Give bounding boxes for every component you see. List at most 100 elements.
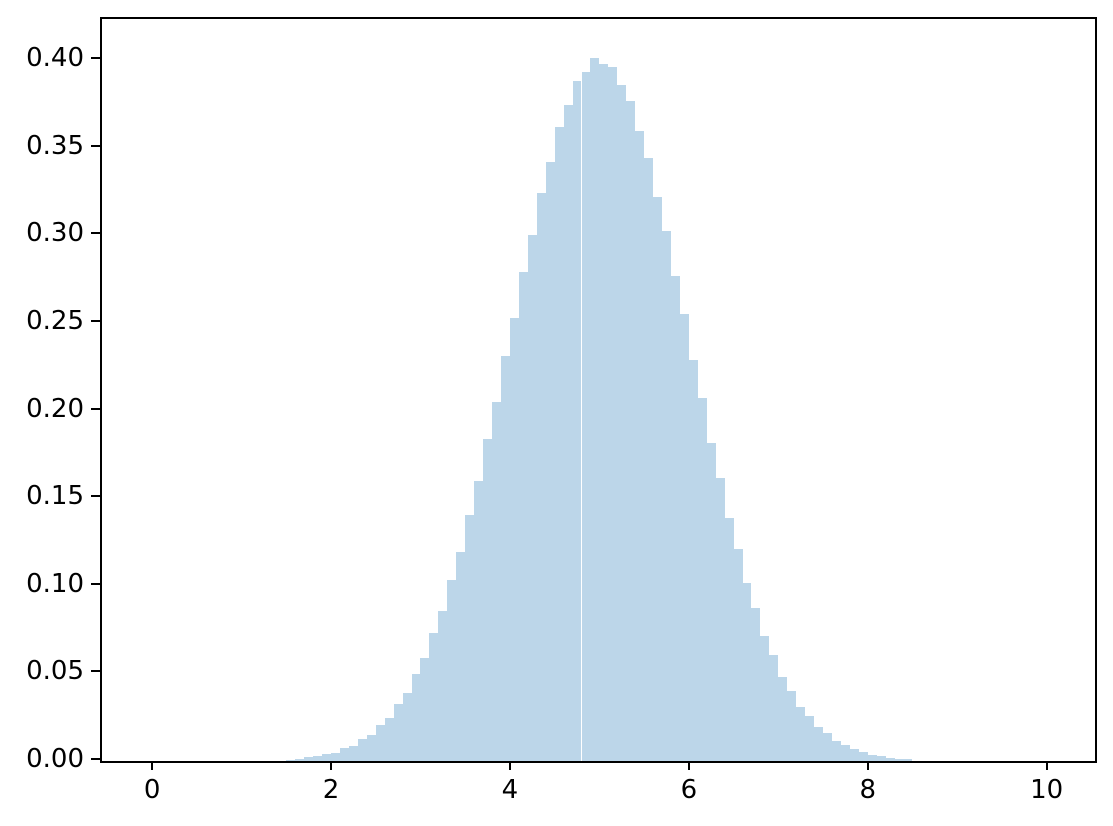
histogram-bar	[751, 608, 761, 761]
y-axis-tick	[91, 495, 100, 498]
histogram-bar	[545, 161, 555, 761]
x-axis-tick	[687, 761, 690, 770]
histogram-bar	[769, 655, 779, 761]
histogram-bar	[778, 676, 788, 761]
x-axis-tick	[151, 761, 154, 770]
y-axis-tick-label: 0.20	[26, 393, 84, 424]
y-axis-tick	[91, 582, 100, 585]
histogram-bar	[805, 715, 815, 761]
histogram-bar	[715, 477, 725, 761]
histogram-bar	[572, 81, 582, 761]
histogram-bar	[787, 690, 797, 761]
histogram-bar	[831, 740, 841, 761]
histogram-bar	[796, 706, 806, 761]
x-axis-tick	[866, 761, 869, 770]
histogram-bar	[814, 727, 824, 761]
y-axis-tick	[91, 232, 100, 235]
histogram-bar	[420, 657, 430, 761]
x-axis-tick-label: 2	[322, 775, 340, 805]
histogram-bar	[339, 748, 349, 761]
histogram-bar	[286, 759, 296, 761]
histogram-bar	[742, 583, 752, 761]
histogram-bar	[635, 130, 645, 761]
x-axis-tick-label: 8	[859, 775, 877, 805]
x-axis-tick-label: 0	[143, 775, 161, 805]
histogram-bar	[903, 759, 913, 761]
x-axis-tick	[508, 761, 511, 770]
y-axis-tick	[91, 144, 100, 147]
histogram-bar	[688, 360, 698, 761]
histogram-bar	[447, 579, 457, 761]
histogram-bar	[375, 725, 385, 761]
histogram-bar	[474, 481, 484, 761]
histogram-bar	[581, 71, 591, 761]
histogram-bar	[644, 157, 654, 761]
histogram-bar	[626, 101, 636, 761]
histogram-bar	[429, 633, 439, 761]
y-axis-tick-label: 0.30	[26, 218, 84, 249]
x-axis-tick	[330, 761, 333, 770]
x-axis-tick-label: 10	[1030, 775, 1064, 805]
histogram-bar	[304, 757, 314, 761]
x-axis-tick-label: 6	[680, 775, 698, 805]
histogram-bar	[849, 749, 859, 761]
histogram-bar	[536, 192, 546, 761]
histogram-bar	[653, 196, 662, 761]
histogram-bar	[465, 514, 475, 761]
histogram-bar	[876, 755, 886, 761]
histogram-bar	[384, 717, 394, 761]
histogram-bar	[313, 756, 323, 761]
histogram-bar	[894, 758, 904, 761]
histogram-bar	[563, 105, 573, 761]
y-axis-tick	[91, 670, 100, 673]
y-axis-tick	[91, 57, 100, 59]
histogram-bar	[554, 126, 564, 761]
y-axis-tick	[91, 758, 100, 760]
histogram-bar	[357, 739, 367, 761]
y-axis-tick-label: 0.10	[26, 568, 84, 599]
y-axis-tick-label: 0.40	[26, 43, 84, 73]
histogram-bar	[456, 552, 466, 761]
histogram-bar	[348, 745, 358, 761]
histogram-bar	[608, 67, 618, 761]
histogram-bar	[823, 733, 832, 761]
histogram-bar	[509, 317, 519, 761]
y-axis-tick-label: 0.25	[26, 305, 84, 336]
x-axis-tick	[1045, 761, 1048, 770]
histogram-bar	[366, 734, 376, 761]
histogram-bar	[867, 754, 877, 761]
histogram-bar	[670, 275, 680, 761]
histogram-bar	[295, 758, 305, 761]
histogram-bar	[402, 692, 412, 761]
y-axis-tick	[91, 407, 100, 410]
y-axis-tick	[91, 319, 100, 322]
histogram-bar	[483, 438, 493, 761]
histogram-bar	[411, 674, 421, 761]
histogram-bar	[438, 611, 448, 761]
histogram-bar	[733, 549, 743, 761]
histogram-bar	[527, 235, 537, 761]
histogram-bar	[697, 398, 707, 761]
histogram-bar	[500, 356, 510, 761]
histogram-bar	[393, 704, 403, 761]
histogram-bar	[858, 751, 868, 761]
histogram-bar	[617, 85, 627, 761]
y-axis-tick-label: 0.35	[26, 130, 84, 161]
histogram-bar	[706, 442, 716, 761]
x-axis-tick-label: 4	[501, 775, 519, 805]
histogram-bar	[599, 64, 609, 761]
histogram-bar	[518, 271, 528, 761]
histogram-bar	[331, 752, 340, 761]
y-axis-tick-label: 0.15	[26, 481, 84, 512]
histogram-bar	[492, 401, 501, 761]
histogram-bar	[760, 636, 770, 761]
histogram-bar	[724, 518, 734, 761]
histogram-bar	[662, 231, 671, 761]
histogram-bar	[885, 757, 895, 761]
y-axis-tick-label: 0.00	[26, 744, 84, 774]
histogram-bar	[590, 58, 600, 761]
y-axis-tick-label: 0.05	[26, 656, 84, 687]
histogram-bar	[679, 313, 689, 761]
histogram-bar	[840, 744, 850, 761]
